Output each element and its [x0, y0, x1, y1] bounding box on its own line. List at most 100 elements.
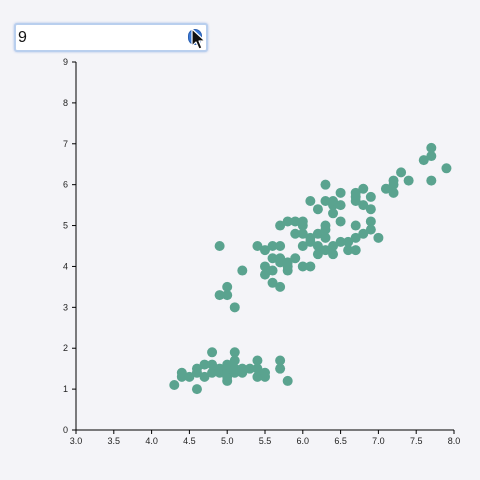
data-point [373, 232, 384, 243]
data-point [184, 371, 195, 382]
data-point [260, 245, 270, 256]
x-tick-label: 8.0 [448, 436, 461, 446]
data-point [365, 216, 376, 227]
data-point [199, 371, 210, 382]
filter-input[interactable] [16, 25, 186, 50]
data-point [350, 187, 361, 198]
data-point [426, 142, 437, 153]
data-points [169, 142, 452, 395]
data-point [320, 245, 331, 256]
y-tick-label: 7 [63, 139, 68, 149]
data-point [335, 187, 346, 198]
data-point [290, 253, 301, 264]
data-point [335, 236, 346, 247]
data-point [335, 200, 346, 211]
data-point [350, 220, 361, 231]
x-tick-label: 7.0 [372, 436, 385, 446]
data-point [260, 261, 270, 272]
data-point [320, 179, 331, 190]
data-point [320, 220, 331, 231]
data-point [358, 183, 369, 194]
data-point [312, 204, 323, 215]
x-tick-label: 5.0 [221, 436, 234, 446]
data-point [252, 371, 263, 382]
data-point [396, 167, 407, 178]
data-point [191, 363, 202, 374]
y-tick-label: 0 [63, 425, 68, 435]
data-point [199, 359, 210, 370]
data-point [214, 363, 225, 374]
data-point [260, 367, 270, 378]
data-point [275, 363, 286, 374]
data-point [237, 363, 248, 374]
data-point [297, 228, 308, 239]
data-point [350, 232, 361, 243]
data-point [282, 257, 293, 268]
data-point [222, 281, 233, 292]
data-point [275, 241, 286, 251]
x-axis: 3.0 3.5 4.0 4.5 5.0 5.5 6.0 6.5 7.0 7.5 8.0 [70, 429, 461, 446]
data-point [237, 265, 248, 276]
data-point [426, 151, 437, 162]
y-tick-label: 5 [63, 221, 68, 231]
data-point [305, 261, 316, 272]
data-point [343, 245, 354, 256]
x-tick-label: 7.5 [410, 436, 423, 446]
data-point [229, 347, 240, 358]
data-point [320, 232, 331, 243]
data-point [267, 265, 278, 276]
data-point [328, 249, 339, 260]
data-point [418, 155, 429, 166]
data-point [388, 187, 399, 198]
data-point [328, 241, 339, 251]
data-point [297, 241, 308, 251]
data-point [229, 363, 240, 374]
data-point [335, 216, 346, 227]
data-point [380, 183, 391, 194]
data-point [297, 261, 308, 272]
data-point [207, 367, 218, 378]
data-point [252, 355, 263, 366]
data-point [282, 216, 293, 227]
y-tick-label: 2 [63, 343, 68, 353]
data-point [229, 355, 240, 366]
data-point [343, 236, 354, 247]
data-point [214, 290, 225, 301]
data-point [297, 216, 308, 227]
data-point [275, 253, 286, 264]
data-point [312, 249, 323, 260]
x-tick-label: 5.5 [259, 436, 272, 446]
data-point [312, 241, 323, 251]
data-point [207, 347, 218, 358]
y-tick-label: 3 [63, 302, 68, 312]
y-tick-label: 4 [63, 261, 68, 271]
x-tick-label: 3.5 [108, 436, 121, 446]
data-point [365, 204, 376, 215]
data-point [365, 191, 376, 202]
data-point [267, 253, 278, 264]
data-point [252, 363, 263, 374]
data-point [169, 380, 180, 391]
data-point [388, 175, 399, 186]
data-point [350, 245, 361, 256]
data-point [222, 359, 233, 370]
data-point [403, 175, 414, 186]
data-point [441, 163, 452, 174]
data-point [312, 228, 323, 239]
data-point [328, 196, 339, 207]
data-point [358, 228, 369, 239]
y-axis: 0 1 2 3 4 5 6 7 8 9 [63, 57, 77, 435]
data-point [290, 216, 301, 227]
data-point [305, 232, 316, 243]
data-point [320, 196, 331, 207]
data-point [229, 302, 240, 313]
x-tick-label: 6.5 [334, 436, 347, 446]
data-point [426, 175, 437, 186]
data-point [244, 363, 255, 374]
data-point [290, 228, 301, 239]
filter-input-box[interactable] [14, 23, 208, 52]
data-point [358, 200, 369, 211]
data-point [191, 384, 202, 395]
x-tick-label: 4.5 [183, 436, 196, 446]
data-point [282, 375, 293, 386]
